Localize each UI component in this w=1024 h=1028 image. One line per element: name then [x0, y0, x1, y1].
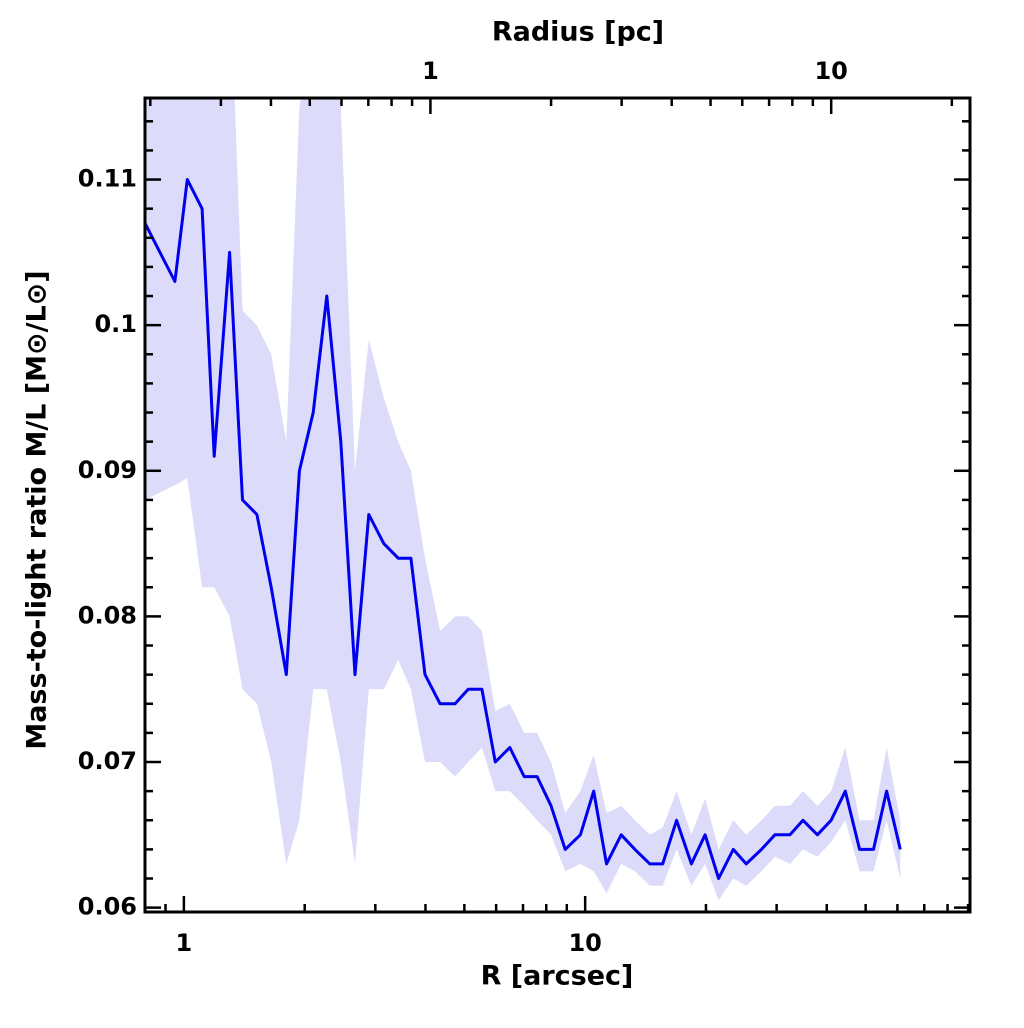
top-tick-label: 1	[422, 57, 439, 85]
y-axis-label: Mass-to-light ratio M/L [M⊙/L⊙]	[22, 270, 53, 749]
x-tick-label: 10	[568, 929, 601, 957]
y-tick-label: 0.09	[78, 456, 137, 484]
y-tick-label: 0.11	[78, 165, 137, 193]
y-tick-label: 0.07	[78, 747, 137, 775]
top-axis-label: Radius [pc]	[492, 17, 664, 48]
x-tick-label: 1	[176, 929, 193, 957]
y-tick-label: 0.06	[78, 893, 137, 921]
x-axis-label: R [arcsec]	[481, 961, 634, 992]
y-tick-label: 0.08	[78, 601, 137, 629]
top-tick-label: 10	[814, 57, 847, 85]
line	[145, 178, 902, 880]
frame	[143, 96, 972, 914]
plot-area	[145, 98, 902, 901]
y-tick-label: 0.1	[94, 310, 137, 338]
error-band	[145, 98, 901, 901]
